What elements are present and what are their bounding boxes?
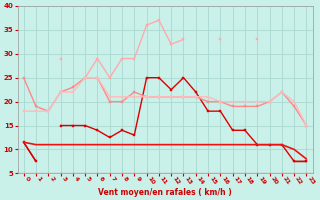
X-axis label: Vent moyen/en rafales ( km/h ): Vent moyen/en rafales ( km/h ) [98,188,232,197]
